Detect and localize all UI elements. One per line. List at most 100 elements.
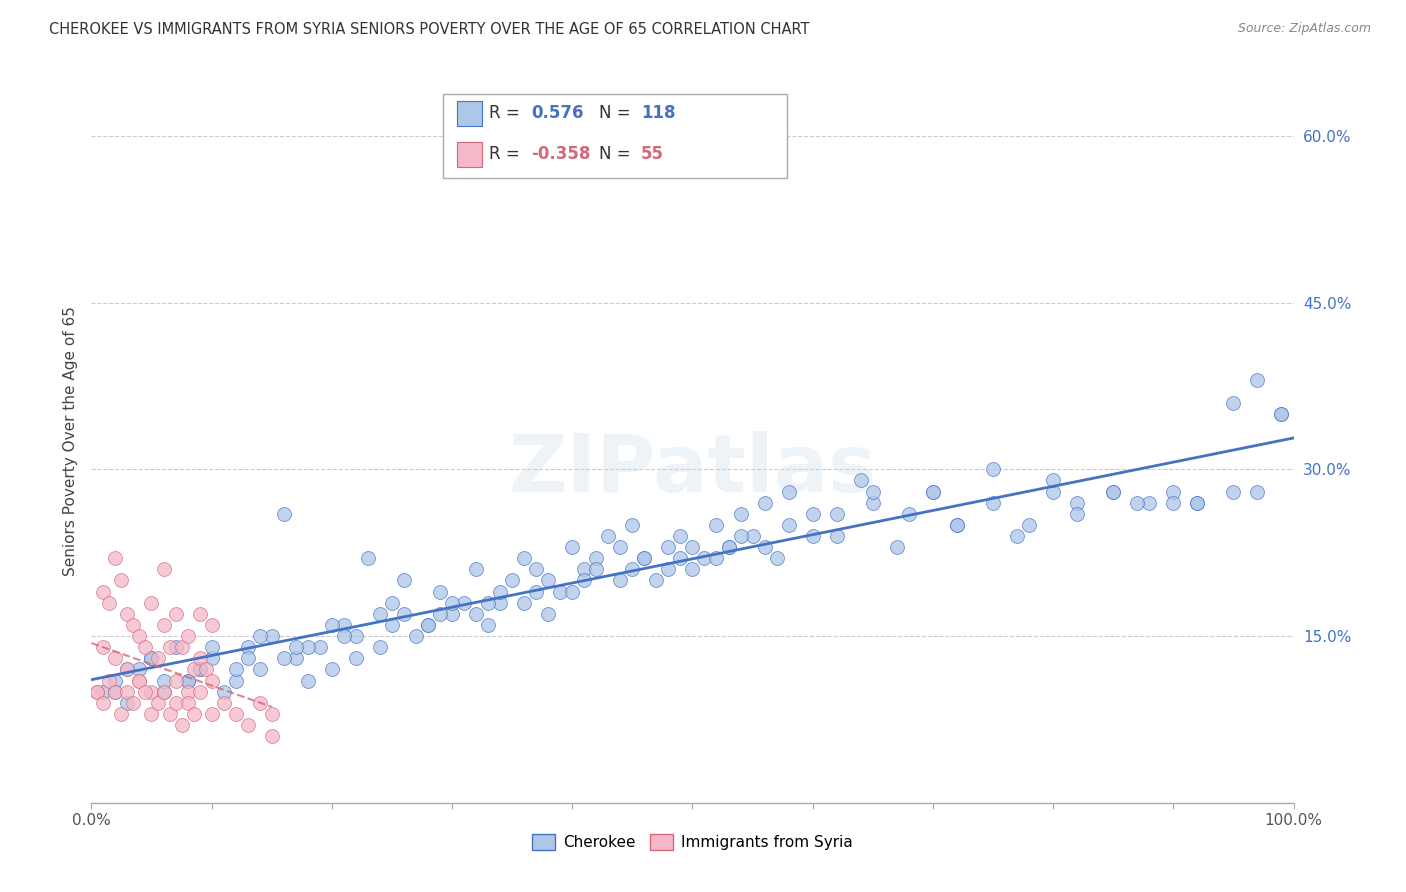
Point bbox=[440, 607, 463, 621]
Point bbox=[165, 607, 187, 621]
Point bbox=[146, 651, 169, 665]
Point bbox=[1066, 507, 1088, 521]
Point bbox=[297, 640, 319, 655]
Point bbox=[176, 673, 198, 688]
Point bbox=[165, 696, 187, 710]
Point bbox=[86, 684, 108, 698]
Point bbox=[117, 607, 139, 621]
Point bbox=[1270, 407, 1292, 421]
Point bbox=[368, 640, 391, 655]
Point bbox=[657, 562, 679, 576]
Point bbox=[104, 684, 127, 698]
Point bbox=[633, 551, 655, 566]
Point bbox=[141, 651, 163, 665]
Point bbox=[159, 640, 181, 655]
Point bbox=[1137, 496, 1160, 510]
Point bbox=[212, 684, 235, 698]
Point bbox=[93, 684, 115, 698]
Point bbox=[284, 640, 307, 655]
Point bbox=[236, 718, 259, 732]
Point bbox=[645, 574, 668, 588]
Point bbox=[170, 640, 193, 655]
Point bbox=[117, 696, 139, 710]
Point bbox=[524, 584, 547, 599]
Point bbox=[429, 607, 451, 621]
Point bbox=[333, 618, 356, 632]
Point bbox=[165, 640, 187, 655]
Point bbox=[416, 618, 439, 632]
Text: N =: N = bbox=[599, 145, 636, 163]
Point bbox=[706, 551, 728, 566]
Point bbox=[93, 584, 115, 599]
Point bbox=[681, 540, 703, 554]
Point bbox=[104, 673, 127, 688]
Point bbox=[730, 529, 752, 543]
Point bbox=[1246, 373, 1268, 387]
Point bbox=[981, 462, 1004, 476]
Point bbox=[862, 496, 884, 510]
Point bbox=[141, 651, 163, 665]
Point bbox=[128, 673, 150, 688]
Point bbox=[801, 507, 824, 521]
Point bbox=[152, 618, 174, 632]
Point bbox=[585, 551, 607, 566]
Point bbox=[110, 706, 132, 721]
Point bbox=[98, 596, 121, 610]
Point bbox=[128, 662, 150, 676]
Point bbox=[922, 484, 945, 499]
Point bbox=[188, 662, 211, 676]
Point bbox=[561, 584, 583, 599]
Point bbox=[585, 562, 607, 576]
Point bbox=[176, 673, 198, 688]
Y-axis label: Seniors Poverty Over the Age of 65: Seniors Poverty Over the Age of 65 bbox=[62, 307, 77, 576]
Point bbox=[236, 640, 259, 655]
Point bbox=[273, 651, 295, 665]
Point bbox=[392, 607, 415, 621]
Point bbox=[669, 529, 692, 543]
Point bbox=[717, 540, 740, 554]
Point bbox=[117, 684, 139, 698]
Point bbox=[200, 618, 222, 632]
Point bbox=[465, 562, 488, 576]
Point bbox=[200, 651, 222, 665]
Point bbox=[922, 484, 945, 499]
Text: N =: N = bbox=[599, 104, 636, 122]
Point bbox=[141, 706, 163, 721]
Point bbox=[513, 596, 536, 610]
Point bbox=[146, 696, 169, 710]
Point bbox=[609, 540, 631, 554]
Point bbox=[134, 684, 156, 698]
Point bbox=[93, 696, 115, 710]
Point bbox=[200, 673, 222, 688]
Point bbox=[176, 696, 198, 710]
Point bbox=[1126, 496, 1149, 510]
Point bbox=[1187, 496, 1209, 510]
Point bbox=[1222, 395, 1244, 409]
Point bbox=[392, 574, 415, 588]
Point bbox=[1042, 484, 1064, 499]
Point bbox=[778, 517, 800, 532]
Point bbox=[273, 507, 295, 521]
Point bbox=[717, 540, 740, 554]
Point bbox=[1102, 484, 1125, 499]
Point bbox=[152, 562, 174, 576]
Point bbox=[260, 706, 283, 721]
Point bbox=[368, 607, 391, 621]
Point bbox=[141, 684, 163, 698]
Point bbox=[537, 607, 560, 621]
Point bbox=[1042, 474, 1064, 488]
Point bbox=[548, 584, 571, 599]
Point bbox=[429, 584, 451, 599]
Point bbox=[225, 673, 247, 688]
Point bbox=[297, 673, 319, 688]
Point bbox=[765, 551, 787, 566]
Point bbox=[194, 662, 217, 676]
Text: 118: 118 bbox=[641, 104, 676, 122]
Point bbox=[574, 574, 596, 588]
Point bbox=[862, 484, 884, 499]
Point bbox=[741, 529, 763, 543]
Point bbox=[1018, 517, 1040, 532]
Point bbox=[946, 517, 969, 532]
Point bbox=[381, 596, 404, 610]
Point bbox=[453, 596, 475, 610]
